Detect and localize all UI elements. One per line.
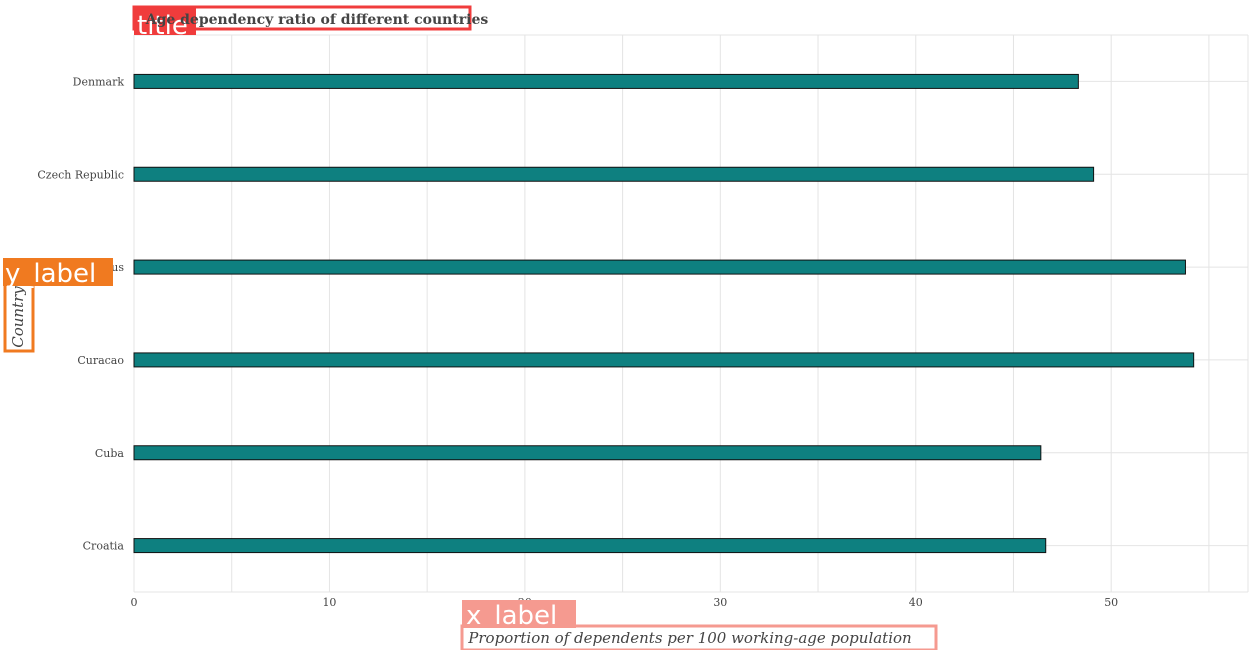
- x-tick-label: 10: [322, 596, 336, 609]
- title-annotation-label: title: [137, 11, 188, 41]
- title-annotation-tag: [134, 7, 196, 35]
- y-tick-label: Denmark: [73, 75, 125, 88]
- bar-czech-republic: [133, 166, 1095, 182]
- xlabel-annotation-box: [460, 624, 938, 650]
- y-tick-label: Cuba: [95, 447, 125, 460]
- bars: [133, 73, 1195, 554]
- y-tick-label: Croatia: [83, 540, 125, 553]
- chart-title: Age dependency ratio of different countr…: [145, 12, 489, 28]
- ylabel-annotation-label: y_label: [5, 259, 96, 289]
- bar-denmark: [133, 73, 1079, 89]
- x-tick-label: 0: [131, 596, 138, 609]
- x-axis-title: Proportion of dependents per 100 working…: [467, 629, 911, 647]
- xlabel-annotation-tag: [462, 600, 576, 628]
- xlabel-annotation-label: x_label: [466, 601, 557, 631]
- bar-croatia: [133, 538, 1047, 554]
- y-tick-label: Czech Republic: [37, 168, 124, 181]
- bar-curacao: [133, 352, 1195, 368]
- x-axis-ticks: 01020304050: [131, 596, 1119, 609]
- bar-cyprus: [133, 259, 1186, 275]
- x-tick-label: 30: [713, 596, 727, 609]
- ylabel-annotation-tag: [3, 258, 113, 286]
- y-tick-label: Curacao: [77, 354, 124, 367]
- grid-lines: [133, 34, 1249, 593]
- bar-cuba: [133, 445, 1042, 461]
- x-tick-label: 40: [909, 596, 923, 609]
- x-tick-label: 50: [1104, 596, 1118, 609]
- y-axis-ticks: CroatiaCubaCuracaoCyprusCzech RepublicDe…: [37, 75, 124, 552]
- y-axis-title: Country: [9, 286, 27, 348]
